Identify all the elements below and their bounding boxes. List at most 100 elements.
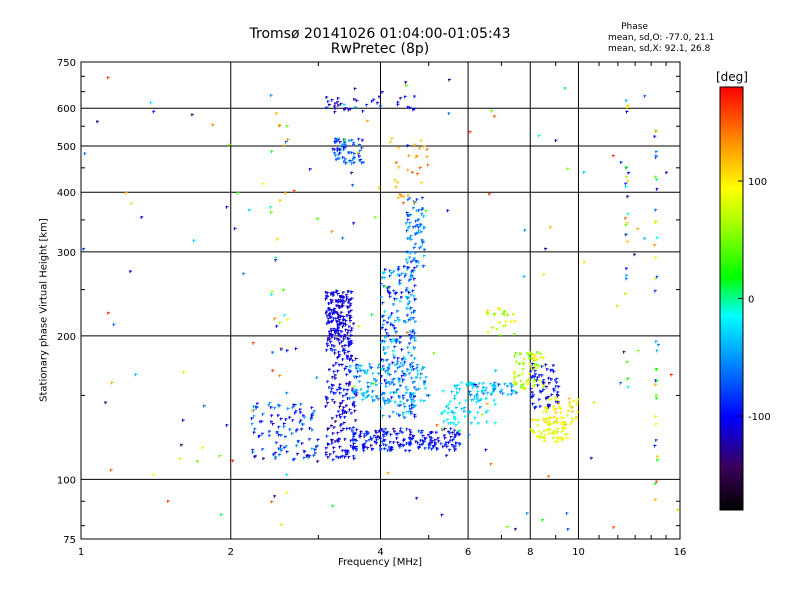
data-point xyxy=(485,386,487,390)
data-point xyxy=(528,380,529,384)
data-point xyxy=(351,387,353,391)
data-point xyxy=(625,175,627,179)
data-point xyxy=(637,349,639,353)
data-point xyxy=(543,381,545,385)
data-point xyxy=(421,368,423,372)
data-point xyxy=(330,347,332,351)
data-point xyxy=(492,383,494,387)
data-point xyxy=(292,403,294,407)
data-point xyxy=(534,362,536,366)
data-point xyxy=(413,309,415,313)
data-point xyxy=(419,223,421,227)
data-point xyxy=(383,348,385,351)
data-point xyxy=(400,194,402,198)
data-point xyxy=(350,354,352,358)
data-point xyxy=(382,414,384,418)
data-point xyxy=(348,337,350,341)
data-point xyxy=(422,439,423,443)
data-point xyxy=(555,139,556,143)
data-point xyxy=(262,412,264,416)
data-point xyxy=(326,291,328,295)
data-point xyxy=(347,450,348,454)
data-point xyxy=(494,421,496,425)
data-point xyxy=(268,430,270,434)
data-point xyxy=(396,309,398,313)
data-point xyxy=(451,443,453,447)
data-point xyxy=(443,409,445,413)
data-point xyxy=(406,388,408,392)
data-point xyxy=(273,406,275,410)
data-point xyxy=(499,321,500,325)
data-point xyxy=(643,237,645,241)
data-point xyxy=(359,375,361,378)
data-point xyxy=(134,373,136,377)
data-point xyxy=(390,340,392,344)
data-point xyxy=(357,370,359,374)
data-point xyxy=(337,440,339,444)
data-point xyxy=(583,260,585,264)
data-point xyxy=(627,377,628,381)
data-point xyxy=(387,430,388,434)
data-point xyxy=(479,405,481,409)
data-point xyxy=(532,353,534,357)
data-point xyxy=(353,385,355,388)
data-point xyxy=(414,284,416,288)
data-point xyxy=(329,340,331,344)
data-point xyxy=(334,351,335,355)
data-point xyxy=(339,342,340,345)
data-point xyxy=(286,124,288,128)
data-point xyxy=(226,423,227,427)
data-point xyxy=(405,442,407,446)
data-point xyxy=(350,309,352,313)
data-point xyxy=(331,398,333,402)
data-point xyxy=(394,292,396,296)
data-point xyxy=(415,259,416,263)
data-point xyxy=(469,390,470,394)
data-point xyxy=(515,383,517,386)
data-point xyxy=(191,113,193,117)
data-point xyxy=(443,420,445,424)
data-point xyxy=(350,159,352,163)
data-point xyxy=(458,443,460,447)
data-point xyxy=(393,356,395,360)
data-point xyxy=(655,415,656,419)
data-point xyxy=(407,296,409,300)
data-point xyxy=(456,391,458,395)
data-point xyxy=(405,321,407,324)
data-point xyxy=(401,357,403,361)
data-point xyxy=(399,400,401,404)
data-point xyxy=(347,397,348,400)
data-point xyxy=(395,330,397,334)
data-point xyxy=(341,449,343,453)
data-point xyxy=(376,101,378,105)
data-point xyxy=(339,445,340,449)
data-point xyxy=(472,386,473,390)
data-point xyxy=(203,404,205,408)
data-point xyxy=(331,504,333,508)
data-point xyxy=(434,441,436,445)
data-point xyxy=(626,360,628,364)
data-point xyxy=(282,288,284,292)
data-point xyxy=(349,316,351,320)
data-point xyxy=(405,258,407,262)
data-point xyxy=(352,390,354,394)
data-point xyxy=(486,402,488,406)
data-point xyxy=(401,374,403,378)
data-point xyxy=(334,332,336,335)
data-point xyxy=(453,411,455,415)
data-point xyxy=(328,103,330,107)
data-point xyxy=(385,381,387,385)
data-point xyxy=(486,420,487,424)
data-point xyxy=(531,362,533,366)
data-point xyxy=(337,369,338,373)
data-point xyxy=(656,236,658,240)
data-point xyxy=(406,229,407,233)
data-point xyxy=(383,340,385,344)
data-point xyxy=(384,438,386,442)
data-point xyxy=(450,435,452,439)
data-point xyxy=(419,166,421,170)
data-point xyxy=(385,328,386,332)
data-point xyxy=(363,435,365,438)
data-point xyxy=(418,387,420,391)
colorbar-tick-label: 100 xyxy=(748,177,767,188)
